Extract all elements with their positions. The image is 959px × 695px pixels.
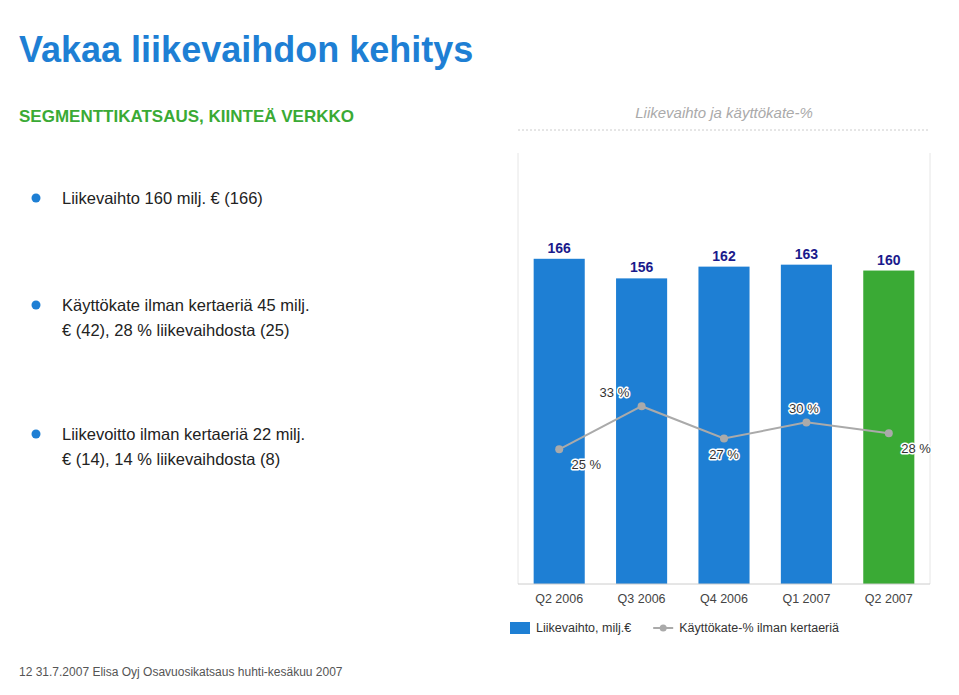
chart-title: Liikevaihto ja käyttökate-% [635, 104, 813, 121]
bullet-text: Liikevaihto 160 milj. € (166) [62, 189, 263, 207]
x-tick-label: Q3 2006 [618, 592, 666, 606]
bar-label: 156 [630, 259, 654, 275]
x-tick-label: Q2 2007 [865, 592, 913, 606]
x-tick-label: Q4 2006 [700, 592, 748, 606]
line-label: 28 % [901, 441, 931, 456]
footer: 12 31.7.2007 Elisa Oyj Osavuosikatsaus h… [19, 665, 343, 679]
page-title: Vakaa liikevaihdon kehitys [19, 29, 473, 70]
data-labels: 166 156 162 163 160 25 % 33 % 27 % 30 % 28 % [548, 240, 932, 473]
page-subtitle: SEGMENTTIKATSAUS, KIINTEÄ VERKKO [19, 107, 354, 126]
line-label: 25 % [572, 457, 602, 472]
bullet-dot [32, 194, 41, 203]
bar-label: 162 [712, 248, 736, 264]
line-label: 30 % [789, 401, 819, 416]
legend: Liikevaihto, milj.€ Käyttökate-% ilman ke… [510, 621, 839, 635]
x-tick-label: Q2 2006 [535, 592, 583, 606]
plot-marks [534, 259, 915, 584]
bar-label: 166 [548, 240, 572, 256]
bar-label: 160 [877, 252, 901, 268]
bar-label: 163 [795, 246, 819, 262]
x-tick-label: Q1 2007 [782, 592, 830, 606]
line-marker [720, 435, 728, 443]
bullet-text: Liikevoitto ilman kertaeriä 22 milj.€ (1… [62, 425, 305, 468]
legend-swatch-marker [660, 625, 667, 632]
bullet-dot [32, 430, 41, 439]
legend-label: Käyttökate-% ilman kertaeriä [679, 621, 839, 635]
legend-label: Liikevaihto, milj.€ [536, 621, 631, 635]
bar [863, 271, 914, 584]
bullet-dot [32, 301, 41, 310]
title-rule [518, 130, 930, 131]
bar [534, 259, 585, 584]
bullet-text: Käyttökate ilman kertaeriä 45 milj.€ (42… [62, 296, 310, 339]
page: Vakaa liikevaihdon kehitys SEGMENTTIKATSA… [0, 0, 959, 695]
bar [698, 267, 749, 584]
line-label: 27 % [709, 447, 739, 462]
bar [616, 278, 667, 584]
y-axis-line [518, 153, 519, 584]
x-axis-line [518, 584, 930, 585]
background [0, 0, 959, 695]
line-label: 33 % [600, 385, 630, 400]
line-marker [638, 402, 646, 410]
line-marker [802, 418, 810, 426]
line-marker [555, 445, 563, 453]
line-marker [885, 429, 893, 437]
line [559, 406, 889, 449]
y2-axis-line [930, 153, 931, 584]
legend-swatch [510, 622, 530, 634]
